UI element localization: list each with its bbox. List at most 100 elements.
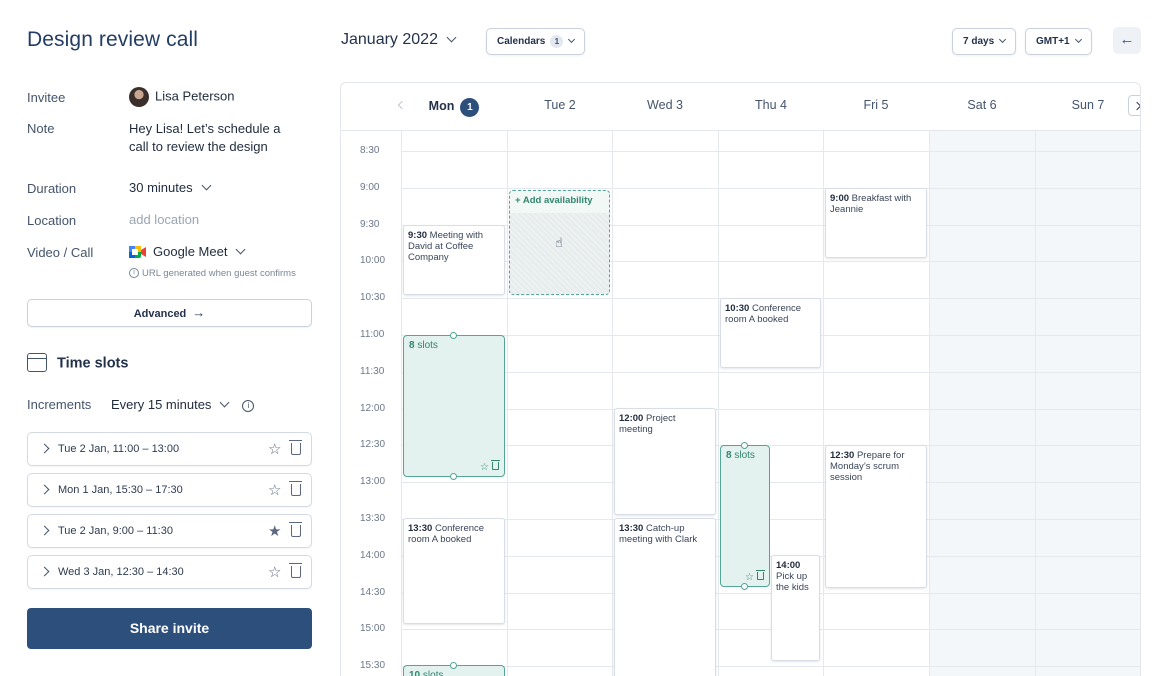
grid-line	[401, 445, 1140, 446]
time-label: 14:00	[360, 550, 386, 561]
grid-line	[401, 261, 1140, 262]
share-invite-button[interactable]: Share invite	[27, 608, 312, 649]
google-meet-icon	[129, 245, 146, 258]
resize-handle[interactable]	[741, 583, 748, 590]
chevron-right-icon[interactable]	[39, 443, 50, 454]
grid-line	[401, 409, 1140, 410]
chevron-right-icon[interactable]	[39, 566, 50, 577]
grid-line	[401, 151, 1140, 152]
day-header-fri[interactable]: Fri 5	[863, 98, 889, 112]
slot-actions: ☆	[480, 460, 500, 473]
time-slot-item[interactable]: Mon 1 Jan, 15:30 – 17:30 ☆	[27, 473, 312, 507]
increments-value: Every 15 minutes	[111, 397, 212, 412]
calendar-icon	[27, 353, 47, 372]
slot-count: 8	[726, 450, 732, 461]
chevron-right-icon[interactable]	[39, 484, 50, 495]
slot-block[interactable]: 10 slots	[403, 662, 505, 676]
pointer-cursor-icon: ☝	[555, 235, 563, 250]
day-header-tue[interactable]: Tue 2	[544, 98, 576, 112]
invitee-value[interactable]: Lisa Peterson	[129, 87, 235, 107]
calendar-event[interactable]: 9:30 Meeting with David at Coffee Compan…	[403, 225, 505, 295]
time-slot-label: Wed 3 Jan, 12:30 – 14:30	[58, 566, 184, 578]
chevron-down-icon	[446, 32, 457, 43]
calendar-event[interactable]: 13:30 Catch-up meeting with Clark	[614, 518, 716, 676]
trash-icon[interactable]	[289, 522, 302, 537]
day-header-wed[interactable]: Wed 3	[647, 98, 683, 112]
timezone-button[interactable]: GMT+1	[1025, 28, 1092, 55]
next-week-button[interactable]	[1128, 95, 1140, 116]
chevron-down-icon	[219, 397, 230, 408]
grid-line	[401, 593, 1140, 594]
video-call-select[interactable]: Google Meet	[129, 244, 246, 260]
trash-icon[interactable]	[289, 563, 302, 578]
resize-handle[interactable]	[450, 662, 457, 669]
event-time: 12:00	[619, 413, 644, 424]
resize-handle[interactable]	[450, 332, 457, 339]
increments-select[interactable]: Every 15 minutes i	[111, 397, 255, 412]
grid-line	[718, 131, 719, 676]
grid-line	[401, 372, 1140, 373]
note-label: Note	[27, 121, 55, 136]
trash-icon[interactable]	[289, 440, 302, 455]
time-slot-item[interactable]: Tue 2 Jan, 11:00 – 13:00 ☆	[27, 432, 312, 466]
chevron-right-icon[interactable]	[39, 525, 50, 536]
week-calendar: Mon 1 Tue 2 Wed 3 Thu 4 Fri 5 Sat 6 Sun 7…	[340, 82, 1141, 676]
time-slot-item[interactable]: Wed 3 Jan, 12:30 – 14:30 ☆	[27, 555, 312, 589]
time-slots-heading: Time slots	[27, 353, 129, 373]
video-call-value: Google Meet	[153, 244, 228, 259]
note-text[interactable]: Hey Lisa! Let’s schedule a call to revie…	[129, 121, 281, 154]
event-time: 13:30	[619, 523, 644, 534]
star-outline-icon[interactable]: ☆	[268, 564, 282, 581]
time-slot-item[interactable]: Tue 2 Jan, 9:00 – 11:30 ★	[27, 514, 312, 548]
grid-line	[401, 482, 1140, 483]
day-header-sun[interactable]: Sun 7	[1071, 98, 1105, 112]
slot-block[interactable]: 8 slots ☆	[403, 332, 505, 480]
advanced-button[interactable]: Advanced →	[27, 299, 312, 327]
range-button[interactable]: 7 days	[952, 28, 1017, 55]
calendar-event[interactable]: 12:00 Project meeting	[614, 408, 716, 515]
trash-icon[interactable]	[491, 460, 500, 470]
resize-handle[interactable]	[741, 442, 748, 449]
add-availability-block[interactable]: + Add availability ☝	[509, 190, 610, 295]
arrow-left-icon: ←	[1119, 31, 1135, 48]
info-icon[interactable]: i	[242, 399, 255, 412]
event-time: 10:30	[725, 303, 750, 314]
star-outline-icon[interactable]: ☆	[268, 482, 282, 499]
grid-line	[929, 131, 930, 676]
time-label: 12:30	[360, 439, 386, 450]
location-label: Location	[27, 213, 77, 228]
calendar-event[interactable]: 14:00 Pick up the kids	[771, 555, 820, 661]
grid-line	[612, 131, 613, 676]
star-outline-icon[interactable]: ☆	[480, 462, 489, 473]
day-header-mon[interactable]: Mon 1	[401, 98, 507, 117]
arrow-right-icon: →	[192, 305, 206, 320]
star-outline-icon[interactable]: ☆	[745, 572, 754, 583]
slot-block[interactable]: 8 slots ☆	[720, 442, 770, 590]
timezone-label: GMT+1	[1036, 36, 1070, 47]
calendar-event[interactable]: 13:30 Conference room A booked	[403, 518, 505, 624]
duration-value: 30 minutes	[129, 180, 193, 195]
grid-line	[401, 666, 1140, 667]
location-input[interactable]: add location	[129, 212, 200, 227]
star-outline-icon[interactable]: ☆	[268, 441, 282, 458]
calendars-button[interactable]: Calendars 1	[486, 28, 586, 55]
video-hint-text: URL generated when guest confirms	[142, 268, 296, 279]
event-title: Meeting with David at Coffee Company	[408, 230, 483, 263]
calendar-event[interactable]: 10:30 Conference room A booked	[720, 298, 821, 368]
trash-icon[interactable]	[756, 570, 765, 580]
time-slots-title: Time slots	[57, 355, 129, 372]
trash-icon[interactable]	[289, 481, 302, 496]
grid-line	[401, 131, 402, 676]
time-slot-label: Tue 2 Jan, 9:00 – 11:30	[58, 525, 173, 537]
resize-handle[interactable]	[450, 473, 457, 480]
increments-label: Increments	[27, 397, 92, 412]
grid-line	[507, 131, 508, 676]
star-filled-icon[interactable]: ★	[268, 523, 282, 540]
day-header-thu[interactable]: Thu 4	[755, 98, 787, 112]
month-select[interactable]: January 2022	[341, 31, 457, 49]
calendar-event[interactable]: 12:30 Prepare for Monday’s scrum session	[825, 445, 927, 588]
duration-select[interactable]: 30 minutes	[129, 180, 212, 195]
calendar-event[interactable]: 9:00 Breakfast with Jeannie	[825, 188, 927, 258]
collapse-button[interactable]: ←	[1113, 27, 1141, 54]
day-header-sat[interactable]: Sat 6	[967, 98, 997, 112]
